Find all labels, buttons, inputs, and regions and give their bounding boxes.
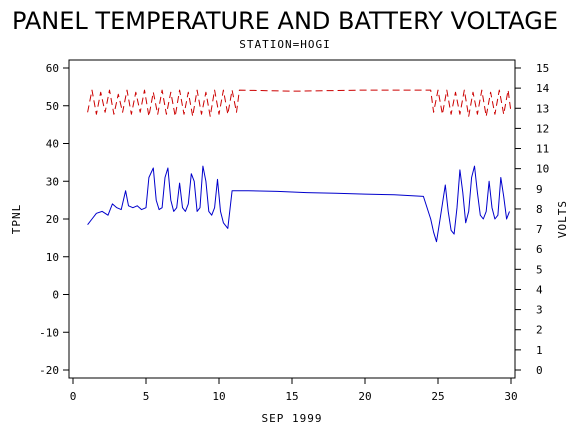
y-axis-right-label: VOLTS [556,200,569,238]
y-right-tick-label-8: 8 [536,203,543,216]
y-left-tick-label-4: 20 [46,213,59,226]
x-tick-label-2: 10 [212,390,225,403]
y-right-tick-label-4: 4 [536,283,543,296]
y-right-tick-label-6: 6 [536,243,543,256]
y-left-tick-label-1: -10 [39,326,59,339]
y-right-tick-label-5: 5 [536,263,543,276]
panel-temperature-line-0 [87,165,510,243]
x-tick-label-6: 30 [504,390,517,403]
x-tick-label-1: 5 [143,390,150,403]
y-left-tick-label-5: 30 [46,175,59,188]
x-axis: 0 5 10 15 20 25 30 [70,378,518,403]
chart-title: PANEL TEMPERATURE AND BATTERY VOLTAGE [12,7,558,35]
y-axis-left-label: TPNL [10,204,23,235]
y-right-tick-label-12: 12 [536,122,549,135]
x-axis-label: SEP 1999 [262,412,323,425]
x-tick-label-0: 0 [70,390,77,403]
y-right-tick-label-10: 10 [536,163,549,176]
y-right-tick-label-1: 1 [536,344,543,357]
series-layer [87,89,512,243]
y-right-tick-label-0: 0 [536,364,543,377]
y-right-tick-label-14: 14 [536,82,550,95]
battery-voltage-line-1 [87,89,512,117]
y-right-tick-label-3: 3 [536,304,543,317]
y-right-tick-label-9: 9 [536,183,543,196]
y-right-tick-label-7: 7 [536,223,543,236]
y-left-tick-label-3: 10 [46,251,59,264]
y-left-tick-label-8: 60 [46,62,59,75]
x-tick-label-3: 15 [285,390,298,403]
y-right-tick-label-15: 15 [536,62,549,75]
y-right-tick-label-2: 2 [536,324,543,337]
y-left-tick-label-7: 50 [46,100,59,113]
y-right-tick-label-13: 13 [536,102,549,115]
y-left-tick-label-2: 0 [52,289,59,302]
x-tick-label-4: 20 [358,390,371,403]
x-tick-label-5: 25 [431,390,444,403]
y-right-tick-label-11: 11 [536,143,549,156]
plot-frame [68,59,516,379]
y-axis-left: -20 -10 0 10 20 30 40 50 60 [39,62,69,377]
y-left-tick-label-0: -20 [39,364,59,377]
chart-subtitle: STATION=HOGI [239,38,330,51]
y-left-tick-label-6: 40 [46,138,59,151]
